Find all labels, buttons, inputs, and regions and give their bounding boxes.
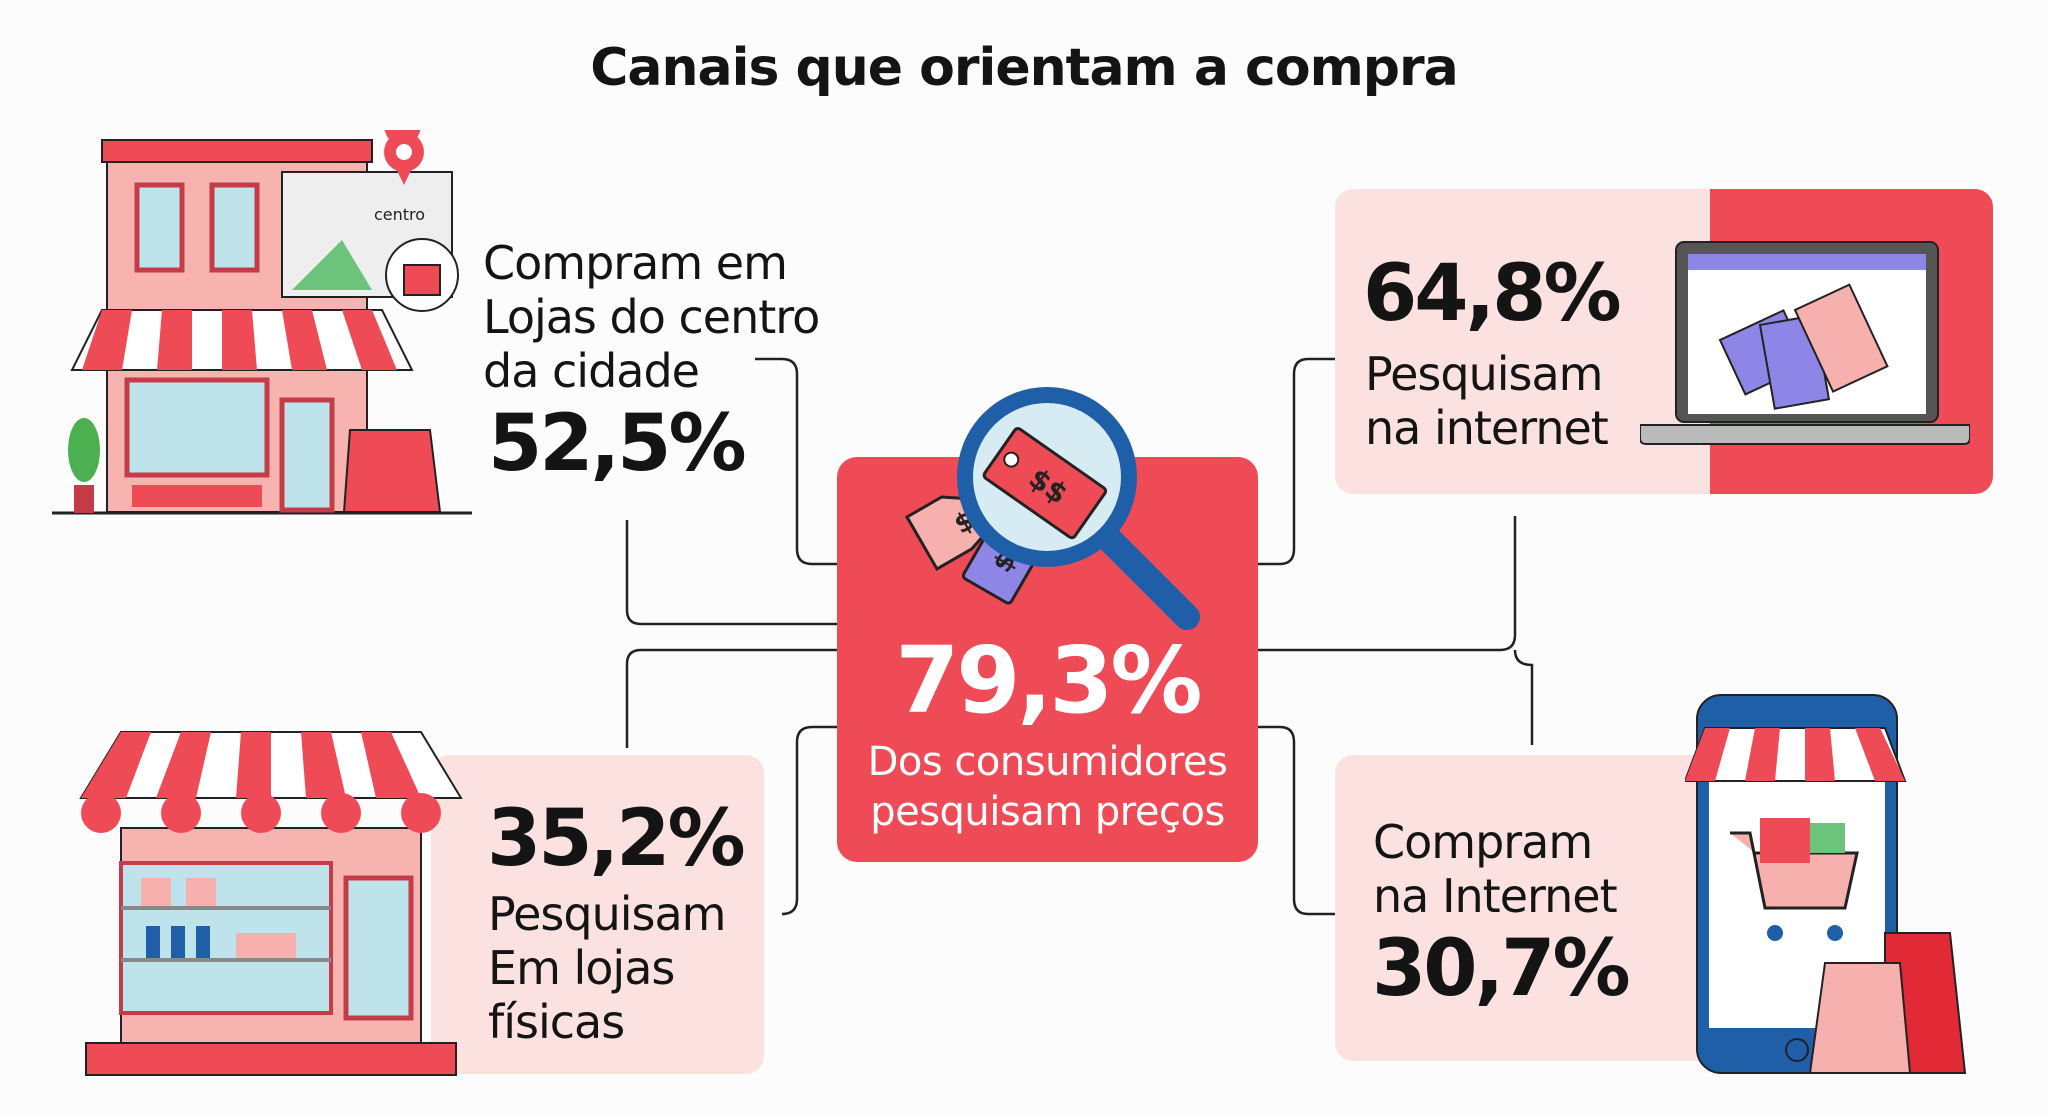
bottom-left-line1: Pesquisam	[488, 887, 726, 941]
physical-store-illustration	[79, 731, 463, 1076]
bottom-right-card	[1335, 755, 1735, 1061]
bottom-left-line2: Em lojas	[488, 941, 675, 995]
bottom-right-label: Compram na Internet	[1373, 815, 1618, 923]
connector-top-left-2	[625, 520, 837, 626]
top-left-line2: Lojas do centro	[483, 290, 820, 344]
center-label: Dos consumidores pesquisam preços	[837, 737, 1258, 837]
connector-bottom-right	[1258, 725, 1335, 916]
connector-bottom-left-1	[625, 648, 837, 748]
top-right-value: 64,8%	[1363, 249, 1622, 339]
bottom-left-line3: físicas	[488, 995, 625, 1049]
map-label: centro	[374, 205, 425, 224]
top-left-line1: Compram em	[483, 236, 788, 290]
page-title: Canais que orientam a compra	[590, 38, 1458, 98]
connector-right-mid	[1258, 516, 1534, 745]
center-card: $$ $$ $$ 79,3% Dos consumidores pesquisa…	[837, 387, 1258, 862]
downtown-store-illustration: centro	[52, 130, 472, 515]
phone-shopping-cart-icon	[1685, 694, 1967, 1074]
top-left-value: 52,5%	[488, 399, 747, 489]
bottom-left-card	[431, 755, 764, 1074]
top-right-line2: na internet	[1365, 401, 1609, 455]
bottom-right-value: 30,7%	[1372, 924, 1631, 1014]
top-right-label: Pesquisam na internet	[1365, 347, 1609, 455]
connector-top-right-1	[1258, 357, 1335, 566]
center-label-line1: Dos consumidores	[867, 739, 1228, 785]
bottom-right-line1: Compram	[1373, 815, 1593, 869]
top-left-line3: da cidade	[483, 344, 700, 398]
connector-bottom-left-2	[781, 725, 837, 916]
bottom-left-label: Pesquisam Em lojas físicas	[488, 887, 726, 1049]
top-left-label: Compram em Lojas do centro da cidade	[483, 236, 820, 398]
center-value: 79,3%	[895, 627, 1202, 734]
laptop-price-tags-icon	[1640, 241, 1970, 445]
center-label-line2: pesquisam preços	[870, 789, 1225, 835]
connector-top-left-1	[755, 357, 837, 566]
top-right-line1: Pesquisam	[1365, 347, 1603, 401]
bottom-right-line2: na Internet	[1373, 869, 1618, 923]
price-tags-magnifier-icon: $$ $$ $$	[904, 387, 1200, 630]
bottom-left-value: 35,2%	[487, 794, 746, 884]
